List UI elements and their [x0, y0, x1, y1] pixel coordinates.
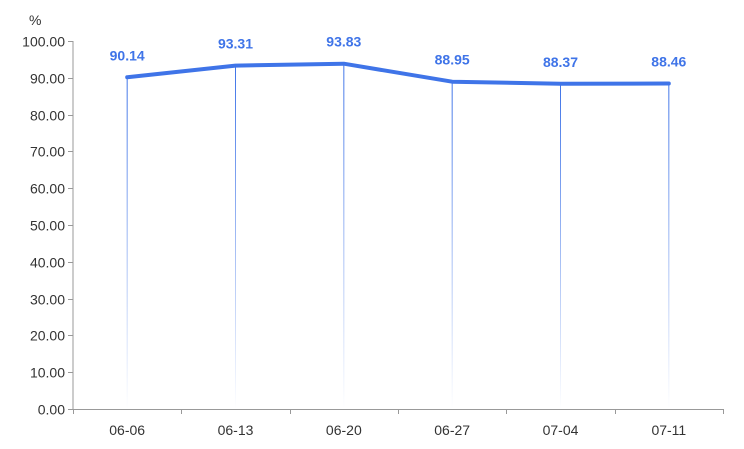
y-tick-label: 30.00 — [30, 292, 65, 308]
y-axis-unit-label: % — [29, 12, 41, 28]
y-tick-label: 50.00 — [30, 218, 65, 234]
drop-line — [235, 65, 236, 409]
drop-line — [668, 83, 670, 410]
drop-line — [126, 77, 128, 410]
x-axis: 06-06 06-13 06-20 06-27 07-04 07-11 — [73, 409, 724, 438]
drop-lines — [126, 63, 670, 410]
drop-line — [343, 63, 345, 410]
data-label: 93.83 — [326, 34, 361, 50]
series-polyline — [125, 61, 671, 86]
drop-line — [451, 81, 453, 409]
y-tick-label: 20.00 — [30, 328, 65, 344]
data-labels: 90.14 93.31 93.83 88.95 88.37 88.46 — [110, 34, 687, 70]
y-tick-label: 40.00 — [30, 255, 65, 271]
y-tick-label: 0.00 — [38, 402, 65, 418]
y-tick-label: 60.00 — [30, 181, 65, 197]
y-tick-label: 100.00 — [22, 34, 65, 50]
x-tick-label: 07-11 — [651, 422, 686, 438]
x-tick-label: 07-04 — [543, 422, 579, 438]
data-label: 88.95 — [435, 52, 470, 68]
data-label: 88.37 — [543, 54, 578, 70]
y-axis: 0.00 10.00 20.00 30.00 40.00 50.00 60.00 70.00 8… — [22, 34, 74, 418]
data-label: 88.46 — [651, 53, 686, 69]
series-line — [125, 61, 671, 86]
x-tick-label: 06-20 — [326, 422, 362, 438]
data-label: 93.31 — [218, 36, 253, 52]
y-tick-label: 90.00 — [30, 71, 65, 87]
x-tick-label: 06-27 — [434, 422, 470, 438]
y-tick-label: 10.00 — [30, 365, 65, 381]
x-tick-label: 06-06 — [109, 422, 145, 438]
x-tick-label: 06-13 — [218, 422, 254, 438]
drop-line — [560, 83, 561, 409]
y-tick-label: 80.00 — [30, 108, 65, 124]
data-label: 90.14 — [110, 47, 145, 63]
y-tick-label: 70.00 — [30, 144, 65, 160]
